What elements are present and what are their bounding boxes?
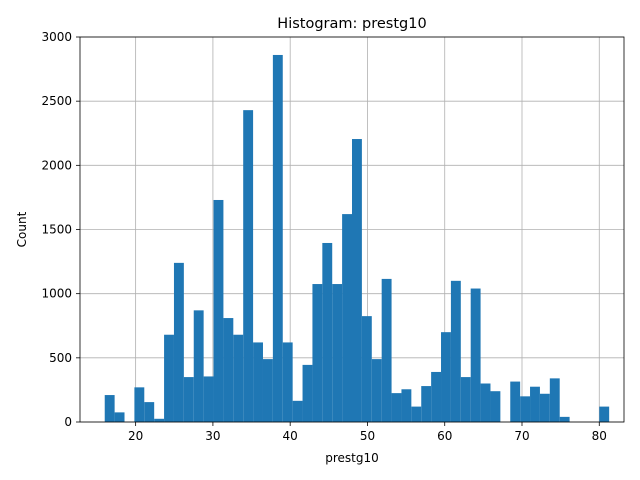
histogram-bar-27 <box>371 359 382 422</box>
histogram-bar-22 <box>322 242 333 422</box>
histogram-bar-4 <box>144 402 155 422</box>
chart-title: Histogram: prestg10 <box>277 16 426 32</box>
histogram-bar-41 <box>510 381 521 422</box>
histogram-bar-8 <box>183 377 194 422</box>
histogram-bar-39 <box>490 391 501 422</box>
histogram-bar-45 <box>549 378 560 422</box>
histogram-bar-43 <box>530 386 540 422</box>
histogram-bar-46 <box>559 416 570 422</box>
histogram-bar-34 <box>441 332 451 422</box>
histogram-bar-38 <box>480 383 491 422</box>
histogram-bar-5 <box>154 418 165 422</box>
histogram-bar-35 <box>450 280 461 422</box>
histogram-bar-13 <box>233 334 244 422</box>
x-tick-label-0: 20 <box>128 429 143 443</box>
histogram-bar-9 <box>193 310 204 422</box>
y-tick-label-4: 2000 <box>41 158 72 172</box>
histogram-bar-19 <box>292 400 303 422</box>
histogram-bar-36 <box>460 377 471 422</box>
histogram-bar-18 <box>282 342 293 422</box>
histogram-bar-23 <box>332 284 343 422</box>
histogram-bar-17 <box>272 54 283 422</box>
histogram-bar-29 <box>391 393 402 422</box>
y-axis-label: Count <box>15 211 29 247</box>
x-tick-label-4: 60 <box>437 429 452 443</box>
histogram-bar-12 <box>223 318 234 422</box>
histogram-bar-0 <box>104 395 115 422</box>
histogram-bar-44 <box>539 393 550 422</box>
y-tick-label-2: 1000 <box>41 287 72 301</box>
histogram-bar-7 <box>173 262 184 422</box>
histogram-bar-30 <box>401 389 412 422</box>
histogram-bar-50 <box>599 406 610 422</box>
histogram-bar-37 <box>470 288 481 422</box>
x-axis-ticks: 20 30 40 50 60 70 80 <box>128 422 607 443</box>
x-tick-label-3: 50 <box>360 429 375 443</box>
x-tick-label-2: 40 <box>283 429 298 443</box>
histogram-bar-42 <box>520 396 531 422</box>
y-tick-label-1: 500 <box>49 351 72 365</box>
x-axis-label: prestg10 <box>325 451 379 465</box>
y-axis-ticks: 0 500 1000 1500 2000 2500 3000 <box>41 30 80 429</box>
histogram-bar-33 <box>431 371 442 422</box>
x-tick-label-1: 30 <box>205 429 220 443</box>
histogram-bar-1 <box>114 412 125 422</box>
y-tick-label-3: 1500 <box>41 223 72 237</box>
histogram-bar-32 <box>421 386 432 422</box>
histogram-bar-26 <box>361 316 372 422</box>
histogram-bar-10 <box>203 376 214 422</box>
x-tick-label-6: 80 <box>592 429 607 443</box>
histogram-bar-6 <box>164 334 174 422</box>
histogram-bar-28 <box>381 278 392 422</box>
histogram-bar-25 <box>352 139 362 422</box>
histogram-bar-11 <box>213 199 224 422</box>
y-tick-label-5: 2500 <box>41 94 72 108</box>
y-tick-label-6: 3000 <box>41 30 72 44</box>
histogram-bar-21 <box>312 284 323 422</box>
histogram-bar-24 <box>342 214 352 422</box>
y-tick-label-0: 0 <box>64 415 72 429</box>
x-tick-label-5: 70 <box>514 429 529 443</box>
histogram-bar-14 <box>243 110 254 423</box>
histogram-bar-15 <box>253 342 263 422</box>
histogram-bars <box>104 54 610 423</box>
histogram-bar-16 <box>262 359 273 422</box>
histogram-bar-3 <box>134 387 145 422</box>
histogram-bar-31 <box>411 406 422 422</box>
histogram-bar-20 <box>302 364 313 422</box>
